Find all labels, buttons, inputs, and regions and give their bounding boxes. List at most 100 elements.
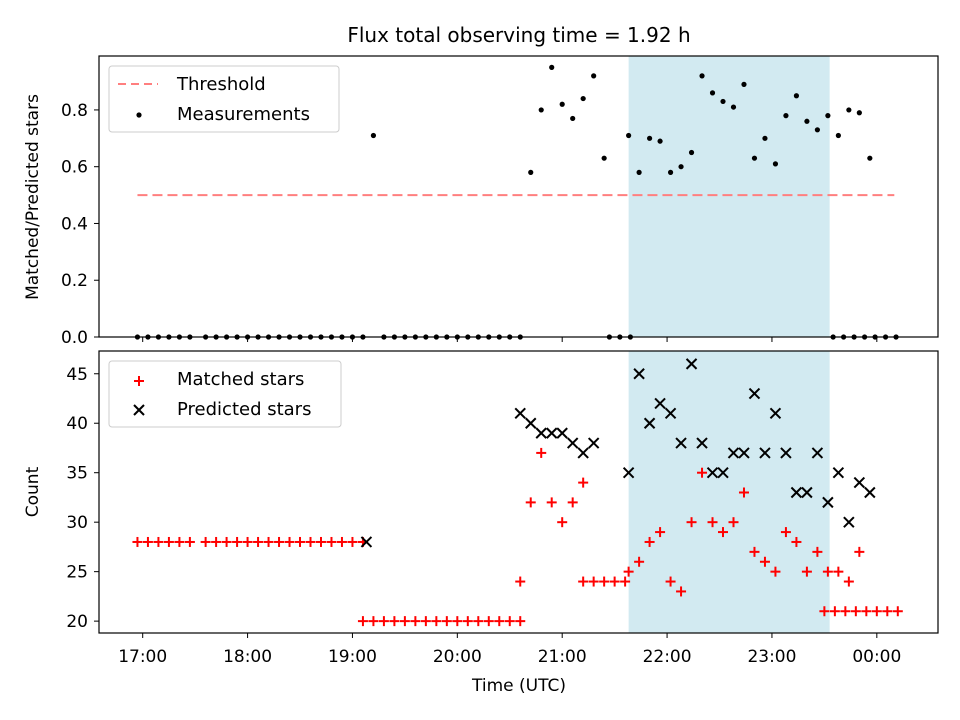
top-y-axis-label: Matched/Predicted stars	[23, 94, 43, 300]
chart-title: Flux total observing time = 1.92 h	[347, 23, 690, 47]
predicted-star-point	[566, 437, 579, 449]
measurement-point	[814, 127, 820, 133]
predicted-star-point	[514, 407, 526, 420]
measurement-point	[867, 155, 873, 161]
predicted-star-point	[801, 486, 813, 499]
matched-star-point	[357, 616, 368, 627]
x-axis-label: Time (UTC)	[471, 676, 566, 696]
bottom-legend: Matched stars Predicted stars	[108, 360, 342, 428]
bottom-y-tick-label: 30	[66, 513, 88, 533]
matched-star-point	[634, 556, 645, 567]
predicted-star-point	[738, 447, 750, 459]
matched-star-point	[525, 497, 536, 508]
matched-star-point	[504, 616, 515, 627]
matched-star-point	[410, 616, 421, 627]
matched-star-point	[791, 536, 802, 547]
matched-star-point	[452, 616, 463, 627]
matched-star-point	[871, 606, 882, 617]
predicted-star-point	[843, 516, 855, 528]
top-panel-window	[628, 56, 830, 337]
measurement-point	[804, 118, 810, 124]
predicted-star-point	[633, 368, 645, 380]
matched-star-point	[557, 517, 568, 528]
measurement-point	[720, 98, 726, 105]
legend-measurements-swatch	[136, 112, 142, 118]
predicted-star-point	[577, 447, 589, 459]
predicted-star-point	[535, 427, 547, 439]
matched-star-point	[315, 536, 326, 547]
top-y-axis: 0.0 0.2 0.4 0.6 0.8	[61, 101, 99, 348]
matched-star-point	[389, 616, 400, 627]
matched-star-point	[200, 536, 211, 547]
matched-star-point	[718, 527, 729, 538]
matched-star-point	[738, 487, 749, 498]
measurement-point	[699, 73, 705, 79]
matched-star-point	[546, 497, 557, 508]
matched-star-point	[211, 536, 222, 547]
matched-star-point	[420, 616, 431, 627]
measurement-point	[709, 90, 716, 96]
x-tick-label: 00:00	[852, 647, 901, 667]
bottom-y-axis: 20 25 30 35 40 45	[66, 365, 99, 632]
predicted-star-point	[696, 437, 708, 449]
matched-star-point	[494, 616, 505, 627]
matched-star-point	[759, 556, 770, 567]
measurement-point	[856, 110, 862, 116]
measurement-point	[370, 132, 377, 139]
matched-star-point	[483, 616, 494, 627]
matched-star-point	[567, 497, 578, 508]
bottom-y-tick-label: 25	[66, 563, 88, 583]
predicted-star-point	[790, 486, 803, 499]
predicted-star-point	[360, 536, 373, 548]
predicted-star-point	[546, 427, 558, 439]
predicted-star-point	[832, 466, 845, 479]
predicted-star-point	[587, 437, 600, 449]
predicted-star-point	[717, 466, 729, 479]
measurement-point	[678, 164, 684, 170]
matched-star-point	[829, 606, 840, 617]
predicted-star-point	[780, 447, 792, 459]
x-tick-label: 23:00	[747, 647, 796, 667]
predicted-star-point	[864, 486, 876, 499]
predicted-star-point	[769, 407, 782, 420]
matched-star-point	[142, 536, 153, 547]
predicted-star-point	[727, 447, 740, 459]
bottom-y-axis-label: Count	[23, 466, 43, 517]
matched-star-point	[536, 447, 547, 458]
x-tick-label: 18:00	[223, 647, 272, 667]
measurement-point	[730, 104, 737, 110]
matched-star-point	[399, 616, 410, 627]
legend-threshold-label: Threshold	[176, 74, 266, 95]
matched-star-point	[462, 616, 473, 627]
matched-star-point	[780, 527, 791, 538]
bottom-panel: 20 25 30 35 40 45 17:00 18:00 19:00 20:00 21:00 22…	[23, 337, 939, 696]
bottom-legend-box	[108, 360, 342, 428]
legend-matched-swatch	[134, 376, 144, 386]
matched-star-point	[697, 467, 708, 478]
matched-star-point	[655, 527, 666, 538]
matched-star-point	[843, 576, 854, 587]
matched-star-point	[153, 536, 164, 547]
matched-star-point	[441, 616, 452, 627]
measurement-point	[626, 132, 632, 139]
measurement-point	[549, 64, 555, 70]
bottom-y-tick-label: 45	[66, 365, 88, 385]
matched-star-point	[578, 576, 589, 587]
x-axis: 17:00 18:00 19:00 20:00 21:00 22:00 23:00 00:00	[118, 337, 901, 667]
predicted-star-point	[853, 476, 866, 489]
matched-star-point	[609, 576, 620, 587]
bottom-y-tick-label: 40	[66, 414, 88, 434]
matched-star-point	[588, 576, 599, 587]
measurement-point	[762, 135, 768, 141]
matched-star-point	[833, 566, 844, 577]
top-legend-box	[108, 65, 340, 133]
measurement-point	[591, 73, 597, 79]
matched-star-point	[515, 576, 526, 587]
measurement-point	[667, 169, 674, 175]
predicted-star-point	[748, 387, 761, 400]
matched-star-point	[599, 576, 610, 587]
x-tick-label: 19:00	[328, 647, 377, 667]
matched-star-point	[770, 566, 781, 577]
top-y-tick-label: 0.6	[61, 158, 88, 178]
